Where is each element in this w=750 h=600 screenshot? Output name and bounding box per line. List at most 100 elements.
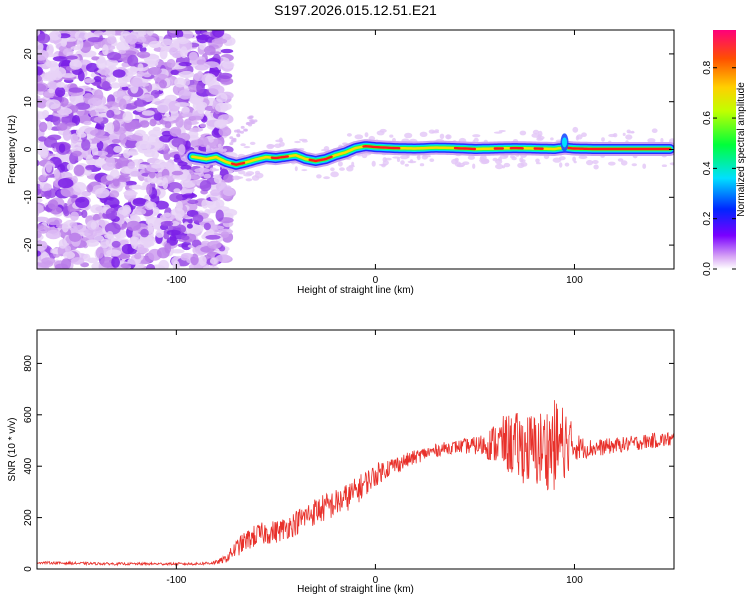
noise-speckle <box>166 229 181 236</box>
noise-speckle <box>173 153 180 160</box>
spectrogram-plot-area <box>29 30 674 269</box>
noise-speckle <box>112 69 126 78</box>
noise-speckle <box>116 177 131 182</box>
faint-speckle <box>445 134 452 140</box>
faint-speckle <box>439 133 445 139</box>
noise-speckle <box>111 139 121 144</box>
noise-speckle <box>173 188 181 193</box>
faint-speckle <box>346 166 354 172</box>
noise-speckle <box>52 56 68 62</box>
noise-speckle <box>170 249 185 254</box>
noise-speckle <box>162 177 169 190</box>
noise-speckle <box>196 34 210 40</box>
noise-speckle <box>188 51 198 62</box>
noise-speckle <box>212 30 225 38</box>
noise-speckle <box>45 60 58 68</box>
faint-speckle <box>229 142 234 146</box>
noise-speckle <box>69 222 78 228</box>
noise-speckle <box>210 189 221 197</box>
noise-speckle <box>119 133 127 145</box>
noise-speckle <box>118 82 129 88</box>
noise-speckle <box>169 192 183 203</box>
noise-speckle <box>62 48 74 56</box>
noise-speckle <box>218 126 232 137</box>
noise-speckle <box>37 209 40 218</box>
noise-speckle <box>92 155 100 160</box>
faint-speckle <box>472 134 481 138</box>
noise-speckle <box>164 242 172 254</box>
faint-speckle <box>592 160 599 164</box>
noise-speckle <box>125 34 138 45</box>
snr-plot-area <box>37 400 674 567</box>
noise-speckle <box>38 175 47 182</box>
noise-speckle <box>56 122 68 131</box>
noise-speckle <box>59 155 67 160</box>
noise-speckle <box>107 122 115 135</box>
faint-speckle <box>404 132 413 139</box>
noise-speckle <box>218 72 233 80</box>
noise-speckle <box>215 209 224 222</box>
noise-speckle <box>215 102 229 113</box>
faint-speckle <box>392 156 401 159</box>
noise-speckle <box>90 129 106 137</box>
faint-speckle <box>294 166 298 172</box>
noise-speckle <box>86 184 93 193</box>
noise-speckle <box>61 258 71 269</box>
noise-speckle <box>37 49 49 61</box>
noise-speckle <box>106 101 118 106</box>
noise-speckle <box>37 33 51 44</box>
faint-speckle <box>622 132 626 136</box>
noise-speckle <box>59 161 71 172</box>
noise-speckle <box>208 225 225 230</box>
noise-speckle <box>207 240 222 249</box>
faint-speckle <box>467 155 475 160</box>
noise-speckle <box>57 178 74 189</box>
faint-speckle <box>301 169 308 172</box>
noise-speckle <box>37 225 49 234</box>
colorbar-label: Normalized spectral amplitude <box>736 82 747 217</box>
noise-speckle <box>87 97 103 107</box>
noise-speckle <box>100 256 115 268</box>
spectrogram-ylabel: Frequency (Hz) <box>7 115 18 184</box>
noise-speckle <box>90 204 103 214</box>
faint-speckle <box>661 164 668 167</box>
faint-speckle <box>396 157 401 162</box>
noise-speckle <box>96 140 104 151</box>
noise-speckle <box>201 199 209 209</box>
noise-speckle <box>174 77 186 88</box>
noise-speckle <box>126 134 142 141</box>
faint-speckle <box>499 154 508 159</box>
faint-speckle <box>434 129 439 133</box>
faint-speckle <box>572 156 576 162</box>
noise-speckle <box>48 88 55 94</box>
faint-speckle <box>601 137 605 142</box>
noise-speckle <box>94 235 105 242</box>
noise-speckle <box>183 118 192 131</box>
noise-speckle <box>180 46 188 59</box>
noise-speckle <box>216 92 228 103</box>
faint-speckle <box>371 160 376 167</box>
noise-speckle <box>29 170 36 177</box>
faint-speckle <box>564 162 570 167</box>
faint-speckle <box>669 162 674 166</box>
noise-speckle <box>133 99 148 107</box>
faint-speckle <box>299 138 308 142</box>
snr-series-line <box>37 400 674 567</box>
y-tick-label: 20 <box>23 48 34 60</box>
noise-speckle <box>193 72 205 82</box>
noise-speckle <box>73 164 85 177</box>
noise-speckle <box>203 61 220 68</box>
noise-speckle <box>121 62 130 68</box>
noise-speckle <box>111 240 121 248</box>
faint-speckle <box>245 178 253 182</box>
noise-speckle <box>204 45 216 56</box>
noise-speckle <box>154 140 164 149</box>
noise-speckle <box>75 196 90 209</box>
noise-speckle <box>172 52 183 59</box>
y-tick-label: -20 <box>23 237 34 252</box>
noise-speckle <box>71 257 85 265</box>
noise-speckle <box>65 55 78 60</box>
noise-speckle <box>175 200 183 212</box>
